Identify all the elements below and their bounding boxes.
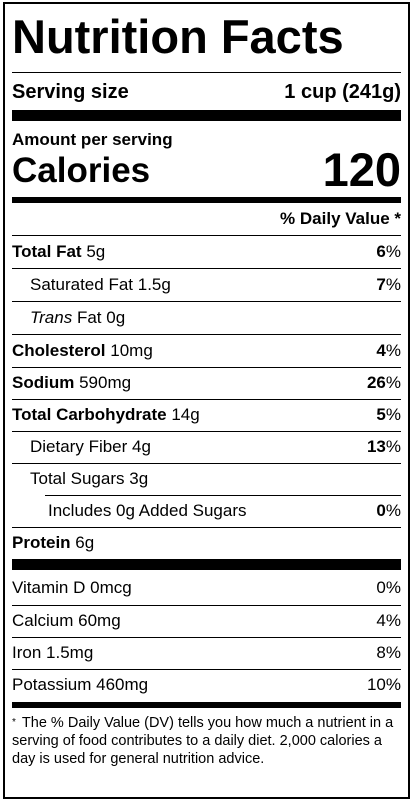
- dv-unit: %: [385, 341, 401, 360]
- vitamin-dv: 10%: [366, 675, 401, 694]
- medium-divider: [12, 197, 401, 203]
- nutrient-dv: 4: [376, 341, 386, 360]
- vitamin-name: Vitamin D: [12, 578, 86, 597]
- calories-value: 120: [322, 143, 401, 196]
- divider: [12, 399, 401, 400]
- footnote-star: *: [12, 717, 16, 728]
- vitamin-row-calcium: Calcium 60mg 4%: [12, 608, 401, 634]
- vitamin-amount: 460mg: [96, 675, 149, 694]
- vitamin-dv: 4%: [376, 611, 401, 630]
- vitamin-row-iron: Iron 1.5mg 8%: [12, 640, 401, 666]
- divider: [12, 301, 401, 302]
- nutrient-amount: 3g: [129, 469, 149, 488]
- vitamin-amount: 0mcg: [90, 578, 132, 597]
- divider: [12, 235, 401, 236]
- divider: [12, 367, 401, 368]
- amount-per-serving: Amount per serving: [12, 130, 173, 149]
- serving-size-value: 1 cup (241g): [284, 80, 401, 103]
- nutrient-row-dietary-fiber: Dietary Fiber 4g 13%: [12, 434, 401, 460]
- vitamin-row-potassium: Potassium 460mg 10%: [12, 672, 401, 698]
- nutrient-name: Saturated Fat: [30, 275, 134, 294]
- nutrient-dv: 5: [376, 405, 386, 424]
- divider: [12, 268, 401, 269]
- nutrition-facts-label: Nutrition Facts Serving size 1 cup (241g…: [3, 2, 410, 799]
- daily-value-header-row: % Daily Value *: [12, 207, 401, 231]
- dv-unit: %: [385, 275, 401, 294]
- dv-unit: %: [385, 405, 401, 424]
- nutrient-amount: 6g: [75, 533, 95, 552]
- vitamin-dv: 8%: [376, 643, 401, 662]
- nutrient-name: Total Carbohydrate: [12, 405, 167, 424]
- divider: [12, 431, 401, 432]
- serving-size-label: Serving size: [12, 80, 129, 103]
- nutrient-name: Total Fat: [12, 242, 82, 261]
- vitamin-dv: 0%: [376, 578, 401, 597]
- nutrient-amount: 590mg: [79, 373, 132, 392]
- vitamin-row-vitamin-d: Vitamin D 0mcg 0%: [12, 575, 401, 601]
- nutrient-name: Includes 0g Added Sugars: [48, 501, 247, 520]
- divider: [12, 605, 401, 606]
- dv-unit: %: [385, 501, 401, 520]
- serving-size-row: Serving size 1 cup (241g): [12, 80, 401, 104]
- calories-label: Calories: [12, 151, 151, 190]
- nutrient-row-saturated-fat: Saturated Fat 1.5g 7%: [12, 272, 401, 298]
- footnote-text: The % Daily Value (DV) tells you how muc…: [12, 715, 394, 767]
- nutrient-amount: 5g: [86, 242, 106, 261]
- nutrient-dv: 6: [376, 242, 386, 261]
- thick-divider: [12, 110, 401, 121]
- medium-divider: [12, 702, 401, 708]
- dv-unit: %: [385, 373, 401, 392]
- nutrient-row-total-carbohydrate: Total Carbohydrate 14g 5%: [12, 402, 401, 428]
- divider: [12, 72, 401, 73]
- nutrient-name: Fat: [76, 308, 102, 327]
- nutrient-row-protein: Protein 6g: [12, 530, 401, 556]
- daily-value-header: % Daily Value *: [280, 209, 401, 228]
- nutrient-name: Dietary Fiber: [30, 437, 128, 456]
- nutrient-row-trans-fat: Trans Fat 0g: [12, 305, 401, 331]
- vitamin-amount: 60mg: [78, 611, 121, 630]
- nutrient-amount: 10mg: [110, 341, 153, 360]
- nutrient-name: Total Sugars: [30, 469, 125, 488]
- nutrient-dv: 7: [376, 275, 386, 294]
- nutrient-amount: 14g: [171, 405, 200, 424]
- nutrient-row-total-sugars: Total Sugars 3g: [12, 466, 401, 492]
- nutrient-name: Protein: [12, 533, 71, 552]
- daily-value-footnote: * The % Daily Value (DV) tells you how mu…: [12, 714, 401, 768]
- vitamin-name: Calcium: [12, 611, 74, 630]
- nutrient-dv: 0: [376, 501, 386, 520]
- nutrient-row-cholesterol: Cholesterol 10mg 4%: [12, 338, 401, 364]
- nutrient-amount: 0g: [106, 308, 126, 327]
- nutrient-row-total-fat: Total Fat 5g 6%: [12, 239, 401, 265]
- nutrient-amount: 4g: [132, 437, 151, 456]
- divider: [12, 527, 401, 528]
- divider: [12, 669, 401, 670]
- divider: [12, 334, 401, 335]
- divider: [12, 637, 401, 638]
- divider: [45, 495, 401, 496]
- vitamin-name: Iron: [12, 643, 42, 662]
- nutrient-name-italic: Trans: [30, 308, 73, 327]
- dv-unit: %: [385, 437, 401, 456]
- nutrient-name: Sodium: [12, 373, 75, 392]
- nutrient-dv: 13: [366, 437, 386, 456]
- thick-divider: [12, 559, 401, 570]
- nutrient-row-added-sugars: Includes 0g Added Sugars 0%: [12, 498, 401, 524]
- vitamin-name: Potassium: [12, 675, 92, 694]
- nutrient-name: Cholesterol: [12, 341, 106, 360]
- nutrient-dv: 26: [366, 373, 386, 392]
- label-title: Nutrition Facts: [12, 10, 344, 63]
- vitamin-amount: 1.5mg: [46, 643, 94, 662]
- nutrient-amount: 1.5g: [137, 275, 171, 294]
- dv-unit: %: [385, 242, 401, 261]
- divider: [12, 463, 401, 464]
- nutrient-row-sodium: Sodium 590mg 26%: [12, 370, 401, 396]
